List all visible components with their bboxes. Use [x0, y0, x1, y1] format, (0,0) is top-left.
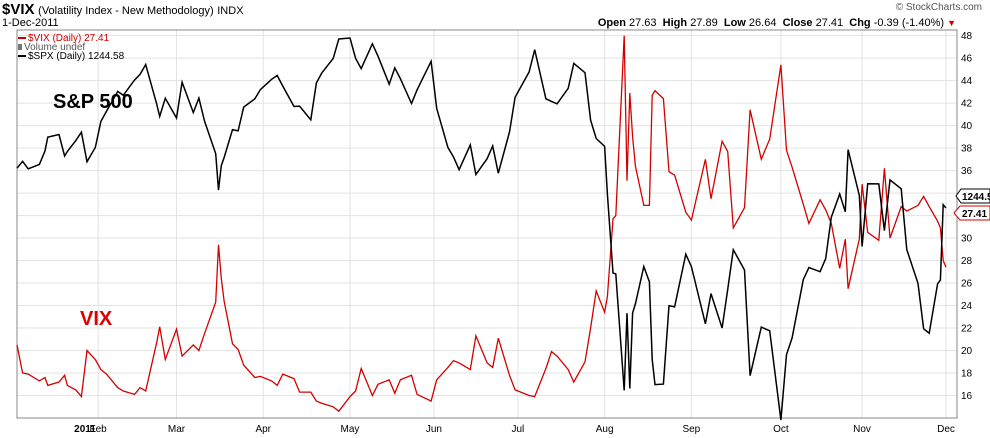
legend-spx: $SPX (Daily) 1244.58 [18, 51, 124, 62]
legend-volume-swatch [18, 44, 22, 51]
open-value: 27.63 [629, 17, 657, 29]
exchange: INDX [217, 5, 244, 17]
x-tick-label: Sep [682, 424, 700, 435]
x-tick-label: Nov [853, 424, 871, 435]
vix-badge-text: 27.41 [962, 209, 987, 220]
low-value: 26.64 [748, 17, 777, 29]
y-tick-label: 36 [961, 166, 973, 177]
legend-vix-swatch [18, 37, 26, 40]
x-tick-label: 2011 [74, 424, 96, 435]
legend-volume: Volume undef [18, 42, 85, 53]
y-tick-label: 28 [961, 256, 973, 267]
x-tick-label: Oct [773, 424, 789, 435]
y-tick-label: 26 [961, 279, 973, 290]
x-tick-label: Apr [255, 424, 271, 435]
y-tick-label: 38 [961, 144, 973, 155]
symbol-name: (Volatility Index - New Methodology) [38, 5, 214, 17]
y-tick-label: 30 [961, 234, 973, 245]
y-tick-label: 18 [961, 369, 973, 380]
spx-series-line [16, 37, 947, 421]
high-label: High [662, 17, 688, 29]
spx-price-badge: 1244.58 [955, 188, 990, 204]
legend-spx-label: $SPX (Daily) 1244.58 [28, 51, 125, 62]
legend-vix-label: $VIX (Daily) 27.41 [28, 33, 110, 44]
y-tick-label: 42 [961, 99, 973, 110]
x-tick-label: May [341, 424, 360, 435]
legend-volume-label: Volume undef [24, 42, 86, 53]
x-tick-label: Feb [90, 424, 108, 435]
y-tick-label: 40 [961, 121, 973, 132]
high-value: 27.89 [690, 17, 718, 29]
spx-annotation: S&P 500 [53, 91, 133, 113]
close-label: Close [782, 17, 813, 29]
grid [16, 30, 957, 418]
legend-spx-swatch [18, 55, 26, 58]
x-tick-label: Aug [596, 424, 614, 435]
x-tick-label: Jul [511, 424, 524, 435]
chg-value: -0.39 (-1.40%) [873, 17, 945, 29]
x-tick-label: Jun [426, 424, 442, 435]
credit: © StockCharts.com [895, 2, 982, 13]
vix-price-badge: 27.41 [953, 205, 990, 221]
x-tick-label: Mar [168, 424, 186, 435]
chart-date: 1-Dec-2011 [2, 17, 59, 29]
y-tick-label: 44 [961, 76, 973, 87]
y-tick-label: 48 [961, 31, 973, 42]
y-tick-label: 22 [961, 324, 973, 335]
x-tick-label: Dec [937, 424, 955, 435]
open-label: Open [597, 17, 626, 29]
y-tick-label: 24 [961, 301, 973, 312]
close-value: 27.41 [815, 17, 844, 29]
chg-label: Chg [849, 17, 871, 29]
plot-frame [16, 29, 958, 419]
ohlc-readout: Open 27.63 High 27.89 Low 26.64 Close 27… [598, 17, 956, 29]
vix-annotation: VIX [80, 308, 113, 330]
spx-badge-text: 1244.58 [962, 192, 990, 203]
y-tick-label: 16 [961, 391, 973, 402]
chart-title: $VIX (Volatility Index - New Methodology… [2, 1, 244, 18]
legend-vix: $VIX (Daily) 27.41 [18, 33, 109, 44]
y-tick-label: 46 [961, 54, 973, 65]
vix-series-line [16, 35, 947, 413]
symbol: $VIX [2, 1, 35, 18]
down-triangle-icon: ▼ [947, 18, 956, 28]
y-tick-label: 20 [961, 346, 973, 357]
low-label: Low [723, 17, 746, 29]
